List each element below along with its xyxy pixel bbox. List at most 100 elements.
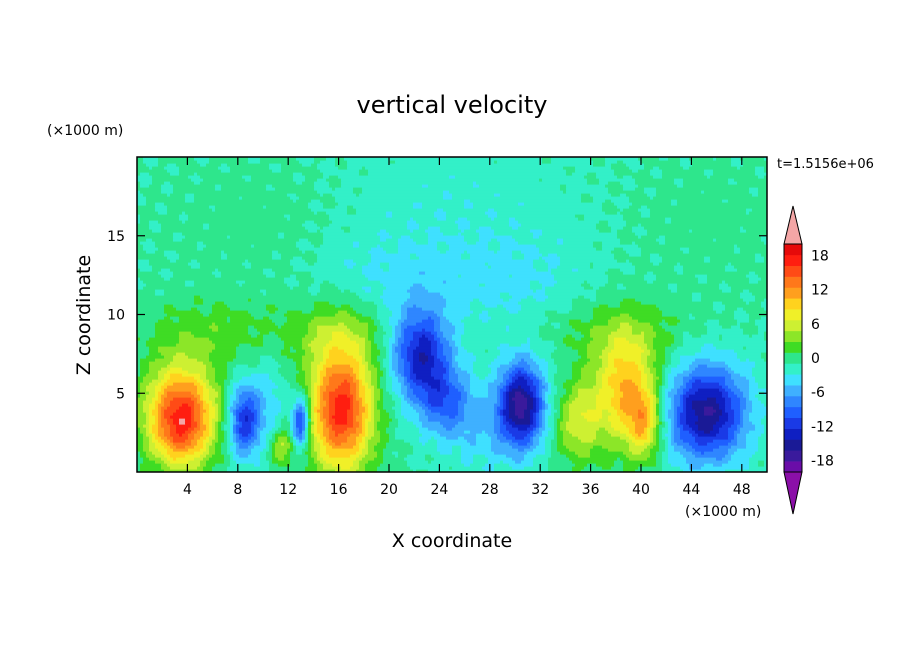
contour-cell <box>641 331 645 335</box>
contour-cell <box>725 265 735 269</box>
contour-cell <box>608 415 621 419</box>
contour-cell <box>659 445 666 449</box>
contour-cell <box>641 346 648 350</box>
contour-cell <box>137 229 153 233</box>
contour-cell <box>641 373 648 377</box>
contour-cell <box>401 355 408 359</box>
contour-cell <box>377 373 384 377</box>
contour-cell <box>662 421 666 425</box>
contour-cell <box>302 418 306 422</box>
contour-cell <box>731 373 741 377</box>
contour-cell <box>728 430 735 434</box>
contour-cell <box>215 445 222 449</box>
contour-cell <box>515 217 579 221</box>
contour-cell <box>665 403 672 407</box>
contour-cell <box>200 262 243 266</box>
contour-cell <box>239 421 243 425</box>
contour-cell <box>371 256 411 260</box>
contour-cell <box>353 445 360 449</box>
contour-cell <box>398 241 417 245</box>
contour-cell <box>290 433 294 437</box>
contour-cell <box>266 274 276 278</box>
contour-cell <box>137 388 141 392</box>
contour-cell <box>314 409 318 413</box>
contour-cell <box>743 226 767 230</box>
contour-cell <box>146 343 177 347</box>
contour-cell <box>548 373 555 377</box>
contour-cell <box>137 466 141 470</box>
contour-cell <box>251 313 285 317</box>
contour-cell <box>149 424 153 428</box>
contour-cell <box>299 382 306 386</box>
contour-cell <box>218 427 222 431</box>
contour-cell <box>725 304 762 308</box>
contour-cell <box>470 391 489 395</box>
contour-cell <box>659 439 666 443</box>
contour-cell <box>140 385 147 389</box>
contour-cell <box>140 469 165 472</box>
contour-cell <box>350 304 378 308</box>
contour-cell <box>329 214 387 218</box>
contour-cell <box>452 334 462 338</box>
contour-cell <box>137 403 144 407</box>
contour-cell <box>659 241 666 245</box>
contour-cell <box>470 301 483 305</box>
contour-cell <box>167 364 207 368</box>
contour-cell <box>719 388 726 392</box>
contour-cell <box>638 433 642 437</box>
contour-cell <box>410 343 420 347</box>
contour-cell <box>665 358 672 362</box>
contour-cell <box>509 409 516 413</box>
contour-cell <box>569 406 597 410</box>
contour-cell <box>659 406 663 410</box>
contour-cell <box>398 247 438 251</box>
contour-cell <box>170 415 192 419</box>
contour-cell <box>344 262 357 266</box>
contour-cell <box>749 460 759 464</box>
contour-cell <box>326 439 333 443</box>
contour-cell <box>566 445 594 449</box>
contour-cell <box>290 457 309 461</box>
contour-cell <box>527 427 534 431</box>
contour-cell <box>401 409 417 413</box>
contour-cell <box>734 310 747 314</box>
contour-cell <box>335 397 351 401</box>
contour-cell <box>470 220 510 224</box>
contour-cell <box>137 445 144 449</box>
contour-cell <box>254 463 261 467</box>
contour-cell <box>473 370 492 374</box>
contour-cell <box>203 403 210 407</box>
contour-cell <box>308 343 327 347</box>
contour-cell <box>569 418 588 422</box>
contour-cell <box>500 391 504 395</box>
contour-cell <box>344 289 351 293</box>
contour-cell <box>431 352 438 356</box>
contour-cell <box>743 328 759 332</box>
contour-cell <box>566 184 606 188</box>
contour-cell <box>743 394 750 398</box>
contour-cell <box>641 451 651 455</box>
contour-cell <box>272 184 315 188</box>
contour-cell <box>551 445 558 449</box>
contour-cell <box>242 409 252 413</box>
contour-cell <box>344 259 354 263</box>
contour-cell <box>224 250 273 254</box>
contour-cell <box>461 397 468 401</box>
contour-cell <box>230 424 234 428</box>
contour-cell <box>602 373 612 377</box>
contour-cell <box>371 406 375 410</box>
contour-cell <box>647 409 651 413</box>
contour-cell <box>143 433 147 437</box>
contour-cell <box>653 166 660 170</box>
contour-cell <box>539 439 546 443</box>
contour-cell <box>290 217 330 221</box>
contour-cell <box>635 442 645 446</box>
contour-cell <box>761 253 767 257</box>
contour-cell <box>269 430 276 434</box>
contour-cell <box>539 250 612 254</box>
contour-cell <box>506 427 519 431</box>
contour-cell <box>320 415 324 419</box>
contour-cell <box>470 304 486 308</box>
contour-cell <box>158 427 165 431</box>
contour-cell <box>758 445 767 449</box>
